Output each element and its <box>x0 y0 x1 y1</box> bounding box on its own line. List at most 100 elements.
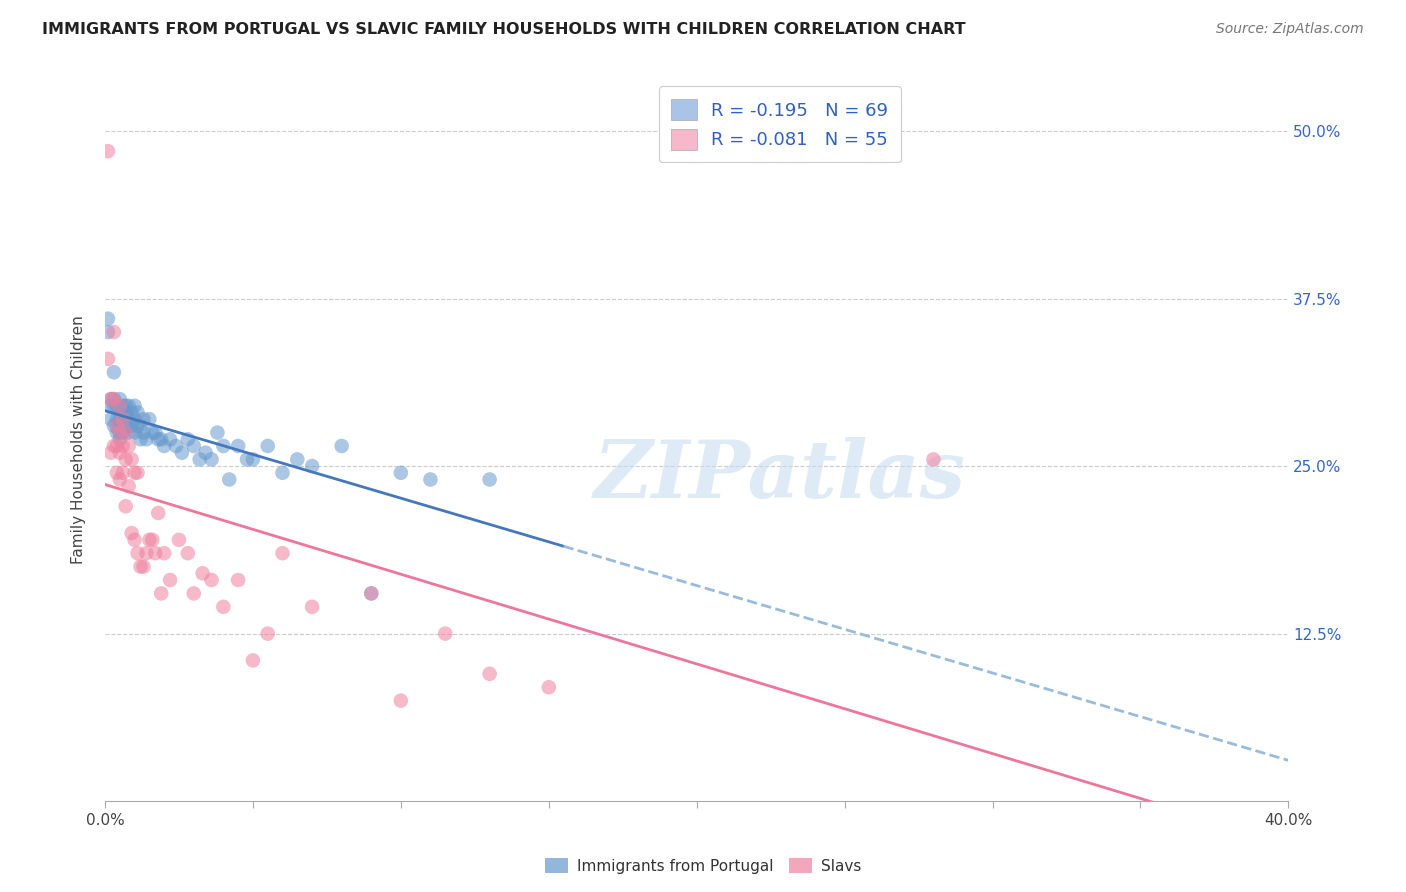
Point <box>129 432 152 446</box>
Point <box>200 573 222 587</box>
Point <box>135 546 157 560</box>
Point <box>114 418 136 433</box>
Text: Source: ZipAtlas.com: Source: ZipAtlas.com <box>1216 22 1364 37</box>
Point <box>124 412 146 426</box>
Point <box>108 425 131 440</box>
Point <box>103 392 125 406</box>
Point <box>127 466 149 480</box>
Point <box>360 586 382 600</box>
Point <box>111 412 134 426</box>
Point <box>100 399 122 413</box>
Point <box>100 392 122 406</box>
Point <box>330 439 353 453</box>
Point <box>108 399 131 413</box>
Point <box>256 626 278 640</box>
Point <box>105 412 128 426</box>
Point <box>194 445 217 459</box>
Point <box>124 399 146 413</box>
Point <box>108 473 131 487</box>
Point <box>111 405 134 419</box>
Point <box>127 546 149 560</box>
Point <box>108 412 131 426</box>
Point <box>434 626 457 640</box>
Point <box>170 445 193 459</box>
Point <box>143 425 166 440</box>
Point <box>118 479 141 493</box>
Point <box>159 432 181 446</box>
Point <box>419 473 441 487</box>
Point <box>226 573 249 587</box>
Point <box>118 399 141 413</box>
Point <box>121 452 143 467</box>
Point <box>111 412 134 426</box>
Point <box>111 466 134 480</box>
Legend: Immigrants from Portugal, Slavs: Immigrants from Portugal, Slavs <box>538 852 868 880</box>
Point <box>108 432 131 446</box>
Point <box>143 546 166 560</box>
Point <box>105 399 128 413</box>
Point <box>100 392 122 406</box>
Point <box>129 418 152 433</box>
Point <box>138 533 160 547</box>
Point <box>129 559 152 574</box>
Point <box>148 506 170 520</box>
Point <box>111 439 134 453</box>
Point <box>177 546 200 560</box>
Point <box>121 418 143 433</box>
Point <box>97 325 120 339</box>
Point <box>301 599 323 614</box>
Point <box>188 452 211 467</box>
Point <box>183 439 205 453</box>
Point <box>153 546 176 560</box>
Point <box>97 144 120 158</box>
Point <box>114 425 136 440</box>
Legend: R = -0.195   N = 69, R = -0.081   N = 55: R = -0.195 N = 69, R = -0.081 N = 55 <box>658 87 901 162</box>
Point <box>121 405 143 419</box>
Point <box>127 418 149 433</box>
Point <box>271 546 294 560</box>
Point <box>207 425 229 440</box>
Point <box>191 566 214 581</box>
Point <box>271 466 294 480</box>
Point <box>153 439 176 453</box>
Point <box>141 533 163 547</box>
Point <box>108 399 131 413</box>
Point <box>132 412 155 426</box>
Point <box>124 533 146 547</box>
Point <box>114 452 136 467</box>
Point <box>138 412 160 426</box>
Point <box>537 680 560 694</box>
Point <box>108 445 131 459</box>
Point <box>103 365 125 379</box>
Point <box>124 425 146 440</box>
Point <box>478 473 501 487</box>
Point <box>212 599 235 614</box>
Point <box>108 425 131 440</box>
Point <box>922 452 945 467</box>
Point <box>114 405 136 419</box>
Point <box>177 432 200 446</box>
Point <box>103 418 125 433</box>
Point <box>242 452 264 467</box>
Point <box>114 399 136 413</box>
Point <box>141 425 163 440</box>
Point <box>105 466 128 480</box>
Point <box>159 573 181 587</box>
Point <box>212 439 235 453</box>
Point <box>114 500 136 514</box>
Point <box>218 473 240 487</box>
Point <box>360 586 382 600</box>
Point <box>103 399 125 413</box>
Point <box>236 452 259 467</box>
Point <box>165 439 187 453</box>
Point <box>103 439 125 453</box>
Point <box>132 559 155 574</box>
Point <box>478 666 501 681</box>
Point <box>242 653 264 667</box>
Point <box>148 432 170 446</box>
Point <box>118 425 141 440</box>
Text: ZIPatlas: ZIPatlas <box>593 437 966 514</box>
Point <box>150 432 173 446</box>
Point <box>285 452 308 467</box>
Y-axis label: Family Households with Children: Family Households with Children <box>72 315 86 564</box>
